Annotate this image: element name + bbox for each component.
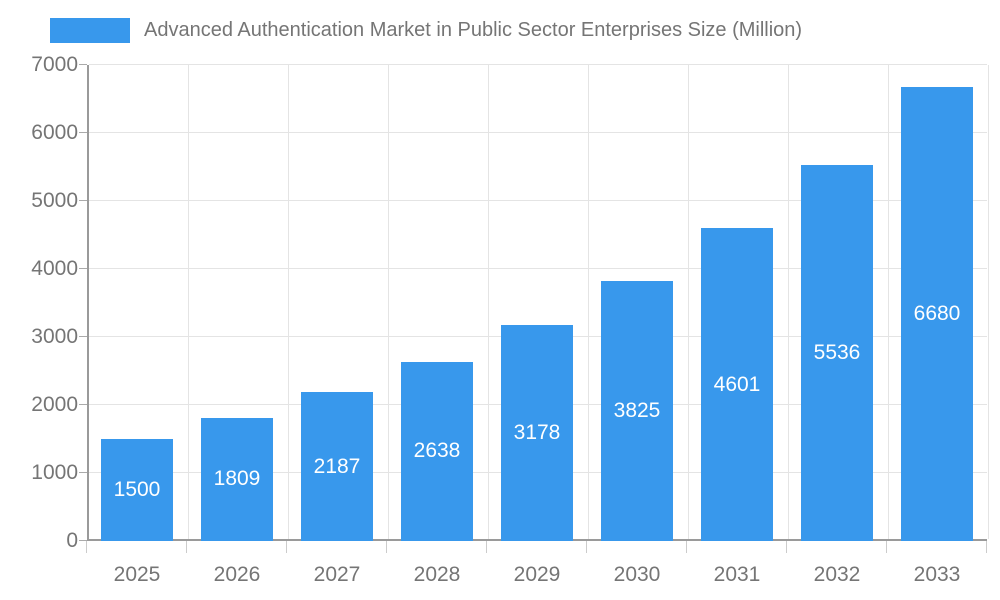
x-gridline xyxy=(588,65,589,539)
y-axis-tick-mark xyxy=(79,200,87,201)
bar-value-label: 4601 xyxy=(713,372,761,396)
y-axis-tick-mark xyxy=(79,132,87,133)
x-axis-tick-label: 2031 xyxy=(713,563,761,586)
x-gridline xyxy=(788,65,789,539)
bar-value-label: 2187 xyxy=(313,454,361,478)
bar-2027: 2187 xyxy=(301,392,373,541)
bar-value-label: 6680 xyxy=(913,301,961,325)
bar-value-label: 2638 xyxy=(413,439,461,463)
y-axis-tick-label: 1000 xyxy=(31,461,78,484)
legend-swatch xyxy=(50,17,130,43)
x-axis-tick-label: 2025 xyxy=(113,563,161,586)
x-axis-tick-mark xyxy=(186,541,187,553)
x-axis-tick-label: 2026 xyxy=(213,563,261,586)
bar-2028: 2638 xyxy=(401,361,473,541)
x-gridline xyxy=(888,65,889,539)
x-gridline xyxy=(488,65,489,539)
y-axis-tick-mark xyxy=(79,404,87,405)
y-gridline xyxy=(89,132,987,133)
y-gridline xyxy=(89,268,987,269)
x-axis-tick-mark xyxy=(286,541,287,553)
x-axis-tick-mark xyxy=(786,541,787,553)
x-gridline xyxy=(688,65,689,539)
bar-value-label: 1500 xyxy=(113,478,161,501)
x-axis-tick-label: 2028 xyxy=(413,563,461,586)
bar-2025: 1500 xyxy=(101,439,173,541)
y-axis-tick-mark xyxy=(79,472,87,473)
x-axis-tick-mark xyxy=(986,541,987,553)
y-axis-tick-label: 4000 xyxy=(31,257,78,280)
x-axis-tick-label: 2033 xyxy=(913,563,961,586)
y-axis-tick-mark xyxy=(79,64,87,65)
x-axis-tick-mark xyxy=(686,541,687,553)
x-axis-tick-label: 2030 xyxy=(613,563,661,586)
y-axis-tick-label: 7000 xyxy=(31,53,78,76)
y-axis-tick-mark xyxy=(79,268,87,269)
bar-2026: 1809 xyxy=(201,417,273,541)
x-axis-tick-mark xyxy=(86,541,87,553)
chart-title: Advanced Authentication Market in Public… xyxy=(144,18,803,41)
x-gridline xyxy=(188,65,189,539)
y-axis-tick-label: 3000 xyxy=(31,325,78,348)
y-axis-tick-mark xyxy=(79,540,87,541)
bar-2030: 3825 xyxy=(601,280,673,541)
x-axis-tick-mark xyxy=(486,541,487,553)
x-axis-tick-label: 2032 xyxy=(813,563,861,586)
x-axis-tick-mark xyxy=(886,541,887,553)
x-axis-tick-label: 2027 xyxy=(313,563,361,586)
bar-value-label: 1809 xyxy=(213,467,261,491)
bar-2029: 3178 xyxy=(501,324,573,541)
x-axis-tick-mark xyxy=(586,541,587,553)
y-axis-tick-mark xyxy=(79,336,87,337)
x-gridline xyxy=(388,65,389,539)
bar-2031: 4601 xyxy=(701,228,773,541)
x-axis-tick-label: 2029 xyxy=(513,563,561,586)
y-axis-tick-label: 6000 xyxy=(31,121,78,144)
y-gridline xyxy=(89,64,987,65)
x-gridline xyxy=(288,65,289,539)
x-axis-tick-mark xyxy=(386,541,387,553)
bar-value-label: 5536 xyxy=(813,340,861,364)
y-axis-tick-label: 5000 xyxy=(31,189,78,212)
plot-area: 1500 1809 2187 2638 3178 3825 4601 5536 6680 xyxy=(87,64,989,541)
y-axis-tick-label: 0 xyxy=(66,529,78,552)
bar-value-label: 3825 xyxy=(613,398,661,422)
bar-value-label: 3178 xyxy=(513,420,561,444)
bar-2032: 5536 xyxy=(801,164,873,541)
x-gridline xyxy=(988,65,989,539)
y-gridline xyxy=(89,200,987,201)
y-axis-tick-label: 2000 xyxy=(31,393,78,416)
bar-2033: 6680 xyxy=(901,86,973,541)
chart-legend: Advanced Authentication Market in Public… xyxy=(50,15,802,45)
